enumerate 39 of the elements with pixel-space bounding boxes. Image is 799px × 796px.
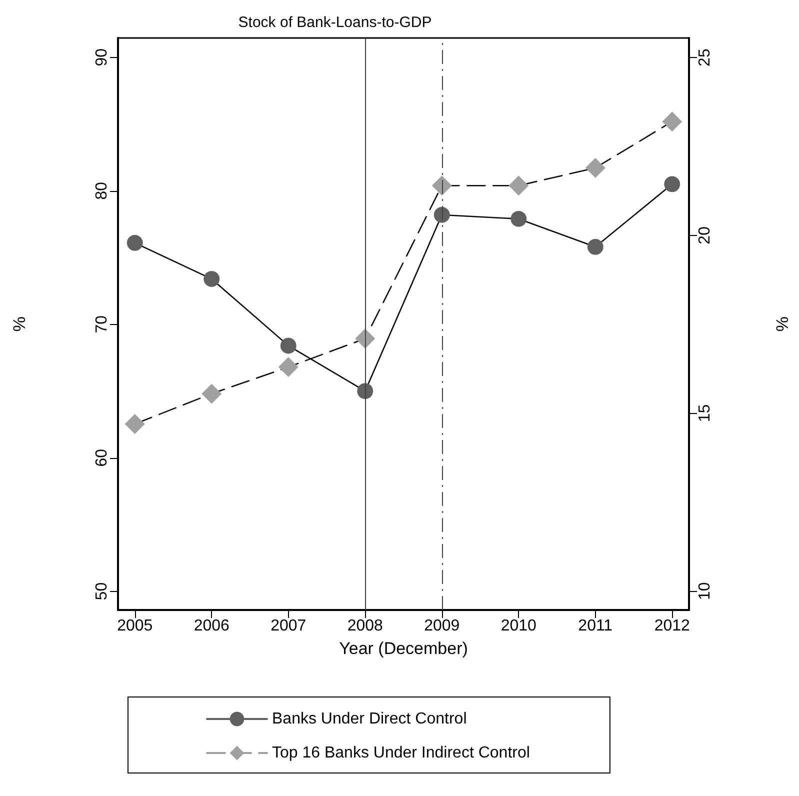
point (126, 234, 143, 251)
point (587, 238, 604, 255)
point (355, 328, 376, 349)
y2-tick-label: 10 (696, 582, 714, 600)
x-tick-label: 2008 (347, 618, 384, 634)
point (434, 206, 450, 223)
x-tick-label: 2009 (424, 618, 460, 634)
x-tick-label: 2007 (270, 618, 306, 634)
x-tick-label: 2012 (654, 618, 690, 634)
chart-title: Stock of Bank-Loans-to-GDP (238, 14, 432, 31)
x-tick-label: 2011 (578, 618, 613, 634)
y-tick-label: 90 (94, 48, 110, 66)
point (508, 176, 529, 196)
y-tick-label: 70 (94, 315, 110, 334)
y-axis-title: % (10, 316, 29, 332)
legend-label: Top 16 Banks Under Indirect Control (272, 744, 530, 762)
x-tick-label: 2010 (500, 618, 537, 634)
point (204, 270, 220, 287)
legend-label: Banks Under Direct Control (272, 710, 467, 728)
y-tick-label: 60 (94, 448, 110, 467)
point (357, 383, 374, 400)
y2-tick-label: 20 (696, 226, 714, 244)
y2-tick-label: 15 (696, 404, 714, 422)
y-tick-label: 50 (94, 582, 110, 600)
point (278, 357, 298, 378)
point (585, 158, 606, 178)
point (662, 112, 682, 132)
point (510, 210, 527, 227)
y-tick-label: 80 (94, 182, 110, 200)
y2-tick-label: 25 (696, 48, 714, 66)
point (202, 384, 222, 404)
point (432, 176, 452, 196)
point (280, 338, 296, 354)
point (124, 414, 145, 434)
y2-axis-title: % (773, 316, 792, 332)
point (664, 176, 680, 192)
x-tick-label: 2005 (117, 618, 153, 634)
x-tick-label: 2006 (194, 618, 230, 634)
x-axis-title: Year (December) (339, 639, 468, 658)
